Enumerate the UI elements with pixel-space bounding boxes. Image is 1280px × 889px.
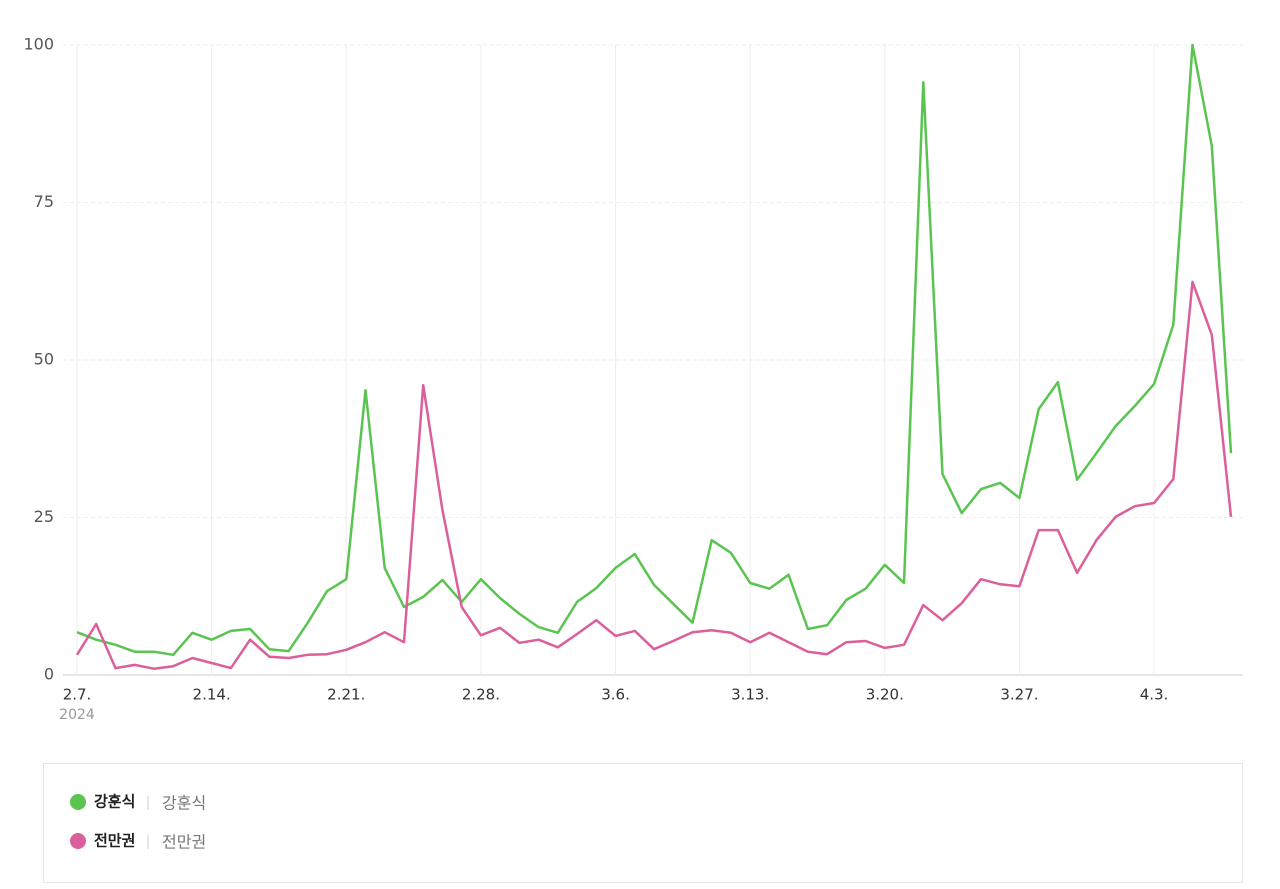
x-tick-label: 3.20. [866, 686, 904, 704]
series-line [75, 280, 1233, 670]
series-line [76, 43, 1233, 657]
x-tick-label: 2.7. [63, 686, 92, 704]
x-tick-label: 2.21. [327, 686, 365, 704]
y-tick-label: 50 [34, 350, 54, 369]
x-tick-label: 2.28. [462, 686, 500, 704]
year-label: 2024 [59, 707, 95, 723]
legend-keyword: 전만권 [162, 833, 206, 852]
x-tick-label: 4.3. [1140, 686, 1169, 704]
y-tick-label: 100 [23, 35, 54, 54]
x-tick-label: 3.13. [731, 686, 769, 704]
x-tick-label: 2.14. [193, 686, 231, 704]
legend-keyword: 강훈식 [162, 794, 206, 813]
legend-box [43, 763, 1243, 883]
legend-name: 전만권 [94, 832, 135, 850]
y-tick-label: 75 [34, 192, 54, 211]
legend-dot [70, 833, 86, 849]
x-tick-label: 3.27. [1000, 686, 1038, 704]
legend-dot [70, 794, 86, 810]
legend-name: 강훈식 [94, 793, 135, 811]
x-tick-label: 3.6. [601, 686, 630, 704]
y-tick-label: 0 [44, 665, 54, 684]
y-tick-label: 25 [34, 507, 54, 526]
